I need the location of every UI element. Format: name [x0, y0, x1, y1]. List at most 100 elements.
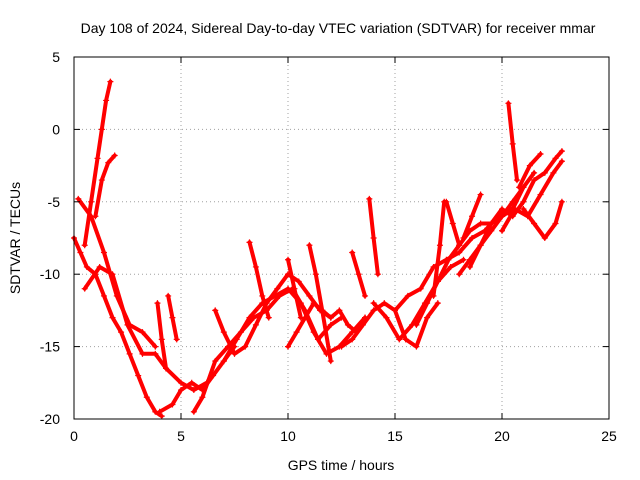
data-point [513, 177, 520, 184]
data-point [220, 358, 227, 365]
y-tick-label: -10 [40, 266, 60, 282]
x-tick-label: 5 [177, 428, 185, 444]
data-point [355, 271, 362, 278]
series-line [307, 243, 333, 364]
data-point [295, 278, 302, 285]
data-point [190, 408, 197, 415]
data-point [297, 314, 304, 321]
y-axis-label: SDTVAR / TECUs [7, 182, 23, 294]
data-point [558, 198, 565, 205]
data-point [246, 239, 253, 246]
data-point [344, 321, 351, 328]
data-point [413, 321, 420, 328]
data-point [445, 256, 452, 263]
data-point [359, 321, 366, 328]
data-point [265, 314, 272, 321]
data-point [100, 249, 107, 256]
data-point [199, 394, 206, 401]
series-track-25 [460, 191, 484, 241]
data-point [94, 155, 101, 162]
data-point [107, 78, 114, 85]
series-track-18 [366, 195, 381, 278]
data-point [383, 314, 390, 321]
data-point [81, 242, 88, 249]
x-tick-label: 20 [494, 428, 510, 444]
series-line [221, 286, 367, 364]
data-point [169, 314, 176, 321]
data-point [274, 285, 281, 292]
data-point [488, 220, 495, 227]
data-point [469, 235, 476, 241]
data-point [169, 401, 176, 408]
data-point [537, 151, 544, 158]
data-point [212, 358, 219, 365]
data-point [312, 271, 319, 278]
data-point [537, 191, 544, 198]
data-point [231, 350, 238, 357]
data-point [443, 198, 450, 205]
data-point [336, 307, 343, 314]
data-point [293, 329, 300, 336]
series-line [517, 152, 543, 190]
data-point [434, 300, 441, 307]
data-point [319, 307, 326, 314]
data-point [306, 292, 313, 299]
data-point [370, 235, 377, 241]
series-line [371, 257, 466, 342]
series-line [93, 153, 117, 219]
data-point [404, 292, 411, 299]
data-point [460, 256, 467, 263]
data-point [392, 307, 398, 314]
data-point [447, 263, 454, 270]
data-point [417, 285, 424, 292]
series-track-2 [81, 78, 114, 249]
data-point [413, 343, 420, 350]
data-point [233, 336, 240, 343]
data-point [113, 292, 120, 299]
series-track-5 [75, 195, 159, 350]
data-point [366, 195, 373, 202]
data-point [531, 169, 538, 176]
data-point [430, 292, 437, 299]
data-point [552, 155, 559, 162]
data-point [252, 263, 259, 270]
data-point [456, 249, 463, 256]
data-point [152, 343, 159, 350]
data-point [531, 220, 538, 227]
data-point [152, 350, 159, 357]
data-point [520, 198, 527, 205]
series-track-3 [92, 152, 118, 220]
data-point [77, 249, 84, 256]
series-line [286, 301, 367, 349]
data-point [449, 220, 456, 227]
data-point [178, 387, 184, 394]
series-track-17 [349, 249, 369, 299]
data-point [541, 169, 548, 176]
data-point [98, 126, 105, 133]
x-axis-label: GPS time / hours [288, 457, 395, 473]
y-tick-label: 5 [52, 49, 60, 65]
data-point [156, 408, 163, 415]
data-point [158, 336, 165, 343]
data-series [71, 78, 565, 420]
data-point [505, 100, 512, 107]
series-line [457, 170, 537, 277]
series-track-29 [520, 198, 565, 241]
series-line [339, 301, 440, 349]
data-point [424, 314, 431, 321]
series-line [247, 240, 271, 320]
data-point [81, 285, 88, 292]
data-point [190, 387, 197, 394]
series-track-19 [370, 256, 467, 343]
data-point [374, 271, 381, 278]
series-line [500, 159, 564, 233]
data-point [466, 263, 473, 270]
data-point [272, 292, 279, 299]
data-point [75, 195, 82, 202]
series-track-7 [154, 300, 170, 372]
data-point [402, 336, 409, 343]
data-point [499, 227, 505, 234]
data-point [520, 206, 527, 213]
data-point [188, 379, 195, 386]
